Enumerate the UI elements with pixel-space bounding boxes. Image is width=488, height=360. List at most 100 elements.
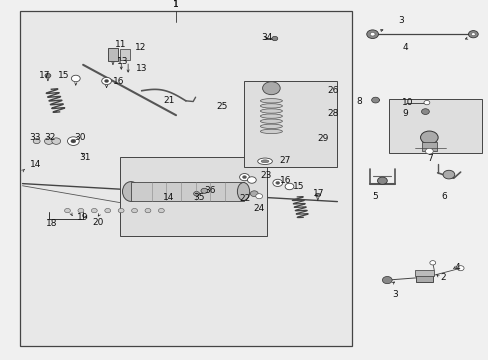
Circle shape — [371, 97, 379, 103]
Ellipse shape — [260, 104, 282, 108]
Ellipse shape — [237, 183, 249, 201]
Circle shape — [193, 192, 199, 196]
Circle shape — [239, 174, 249, 181]
Bar — [120, 49, 129, 60]
Circle shape — [52, 138, 61, 144]
Bar — [415, 271, 432, 282]
Text: 5: 5 — [372, 192, 378, 201]
Ellipse shape — [261, 160, 268, 163]
Text: 1: 1 — [173, 0, 179, 9]
Text: 15: 15 — [293, 182, 305, 191]
Ellipse shape — [260, 109, 282, 113]
Bar — [421, 142, 436, 151]
Circle shape — [456, 266, 463, 271]
Circle shape — [285, 183, 293, 190]
Text: 17: 17 — [39, 71, 51, 80]
Circle shape — [250, 191, 258, 197]
Text: 33: 33 — [29, 133, 41, 142]
Circle shape — [255, 194, 262, 199]
Text: 24: 24 — [253, 204, 264, 213]
Text: 31: 31 — [79, 153, 91, 162]
Text: 20: 20 — [92, 218, 103, 227]
Text: 13: 13 — [117, 57, 129, 66]
Text: 2: 2 — [439, 274, 445, 282]
Text: 11: 11 — [115, 40, 126, 49]
Circle shape — [421, 109, 428, 114]
Circle shape — [315, 193, 320, 197]
Text: 18: 18 — [46, 219, 58, 228]
Text: 34: 34 — [261, 33, 272, 42]
Text: 3: 3 — [391, 290, 397, 299]
Bar — [388, 99, 481, 153]
Circle shape — [262, 82, 280, 95]
Text: 6: 6 — [440, 192, 446, 201]
Text: 15: 15 — [58, 71, 69, 80]
Circle shape — [44, 138, 53, 144]
Circle shape — [102, 77, 111, 85]
Text: 30: 30 — [74, 133, 86, 142]
Circle shape — [78, 208, 83, 213]
Circle shape — [425, 148, 432, 154]
Text: 28: 28 — [327, 109, 338, 118]
Bar — [20, 11, 351, 346]
Circle shape — [71, 75, 80, 82]
Bar — [131, 182, 243, 201]
Text: 7: 7 — [427, 154, 432, 163]
Bar — [120, 157, 266, 236]
Ellipse shape — [122, 181, 140, 201]
Text: 22: 22 — [238, 194, 250, 203]
Circle shape — [468, 31, 477, 38]
Text: 16: 16 — [279, 176, 291, 185]
Circle shape — [271, 36, 277, 41]
Ellipse shape — [257, 158, 272, 165]
Bar — [107, 48, 118, 61]
Circle shape — [366, 30, 378, 39]
Text: 1: 1 — [173, 0, 179, 9]
Text: 27: 27 — [279, 156, 290, 165]
Text: 13: 13 — [136, 64, 147, 73]
Bar — [244, 81, 337, 167]
Circle shape — [91, 208, 97, 213]
Circle shape — [429, 261, 435, 265]
Text: 29: 29 — [316, 134, 327, 143]
Circle shape — [382, 276, 391, 284]
Circle shape — [272, 179, 282, 186]
Text: 21: 21 — [163, 96, 175, 105]
Circle shape — [470, 33, 474, 36]
Circle shape — [131, 208, 137, 213]
Text: 32: 32 — [44, 133, 55, 142]
Text: 4: 4 — [454, 263, 460, 271]
Text: 36: 36 — [204, 186, 216, 195]
Circle shape — [369, 32, 374, 36]
Circle shape — [71, 139, 76, 143]
Circle shape — [377, 177, 386, 184]
Text: 26: 26 — [327, 86, 338, 95]
Circle shape — [33, 139, 40, 144]
Circle shape — [247, 177, 256, 183]
Circle shape — [64, 208, 70, 213]
Circle shape — [104, 208, 110, 213]
Text: 12: 12 — [134, 43, 145, 52]
Text: 17: 17 — [312, 189, 324, 198]
Circle shape — [242, 176, 246, 179]
Ellipse shape — [260, 124, 282, 129]
Circle shape — [104, 80, 108, 82]
Circle shape — [67, 137, 79, 145]
Circle shape — [423, 100, 429, 105]
Circle shape — [45, 73, 51, 78]
Circle shape — [201, 188, 207, 193]
Text: 4: 4 — [402, 43, 408, 52]
Circle shape — [118, 208, 124, 213]
Circle shape — [145, 208, 151, 213]
Text: 10: 10 — [401, 98, 413, 107]
Circle shape — [275, 181, 279, 184]
Text: 23: 23 — [260, 171, 271, 180]
Text: 8: 8 — [355, 97, 361, 106]
Ellipse shape — [260, 119, 282, 123]
Circle shape — [420, 131, 437, 144]
Text: 14: 14 — [163, 193, 174, 202]
Text: 35: 35 — [193, 194, 205, 202]
Text: 19: 19 — [77, 213, 89, 222]
Ellipse shape — [260, 99, 282, 103]
Ellipse shape — [260, 114, 282, 118]
